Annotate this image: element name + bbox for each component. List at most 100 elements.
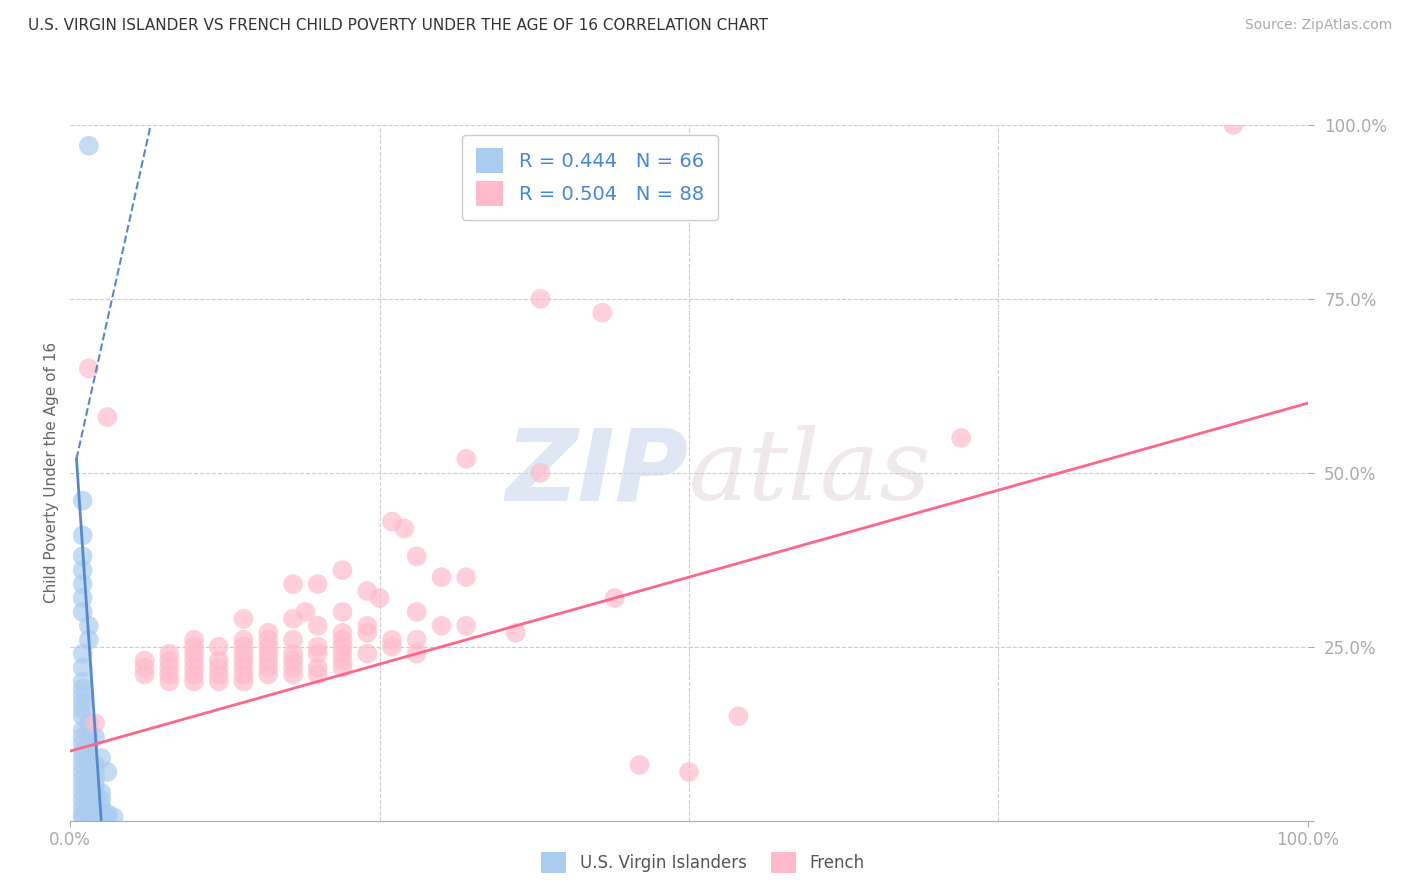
Point [257, 647, 280, 661]
Point [134, 660, 156, 674]
Point [332, 632, 354, 647]
Point [381, 515, 404, 529]
Point [257, 654, 280, 668]
Point [84, 786, 107, 800]
Text: atlas: atlas [689, 425, 932, 520]
Point [307, 577, 329, 591]
Point [307, 660, 329, 674]
Point [72, 779, 94, 793]
Point [72, 737, 94, 751]
Point [72, 605, 94, 619]
Point [134, 667, 156, 681]
Point [96, 764, 118, 779]
Point [77, 737, 100, 751]
Point [72, 689, 94, 703]
Point [90, 751, 112, 765]
Point [208, 660, 231, 674]
Point [294, 605, 316, 619]
Point [356, 625, 378, 640]
Point [77, 751, 100, 765]
Point [77, 361, 100, 376]
Point [72, 563, 94, 577]
Point [157, 674, 180, 689]
Point [72, 799, 94, 814]
Point [529, 292, 551, 306]
Point [307, 640, 329, 654]
Point [72, 810, 94, 824]
Point [356, 584, 378, 599]
Point [84, 716, 107, 731]
Point [208, 640, 231, 654]
Point [332, 625, 354, 640]
Y-axis label: Child Poverty Under the Age of 16: Child Poverty Under the Age of 16 [44, 343, 59, 603]
Point [281, 667, 304, 681]
Point [72, 730, 94, 744]
Text: Source: ZipAtlas.com: Source: ZipAtlas.com [1244, 18, 1392, 32]
Point [257, 632, 280, 647]
Point [72, 528, 94, 542]
Point [232, 667, 254, 681]
Point [281, 632, 304, 647]
Point [72, 764, 94, 779]
Point [84, 799, 107, 814]
Text: U.S. VIRGIN ISLANDER VS FRENCH CHILD POVERTY UNDER THE AGE OF 16 CORRELATION CHA: U.S. VIRGIN ISLANDER VS FRENCH CHILD POV… [28, 18, 768, 33]
Point [77, 806, 100, 821]
Point [257, 667, 280, 681]
Point [84, 810, 107, 824]
Point [77, 716, 100, 731]
Point [208, 674, 231, 689]
Point [157, 660, 180, 674]
Legend: U.S. Virgin Islanders, French: U.S. Virgin Islanders, French [534, 846, 872, 880]
Point [77, 772, 100, 786]
Text: ZIP: ZIP [506, 425, 689, 521]
Point [430, 619, 453, 633]
Point [456, 451, 478, 466]
Point [84, 764, 107, 779]
Point [72, 695, 94, 709]
Point [77, 810, 100, 824]
Point [77, 786, 100, 800]
Point [307, 619, 329, 633]
Point [157, 654, 180, 668]
Point [72, 723, 94, 738]
Point [72, 772, 94, 786]
Point [84, 806, 107, 821]
Point [84, 793, 107, 807]
Point [332, 660, 354, 674]
Point [77, 764, 100, 779]
Point [77, 138, 100, 153]
Point [332, 563, 354, 577]
Point [77, 632, 100, 647]
Point [232, 660, 254, 674]
Point [332, 654, 354, 668]
Point [72, 793, 94, 807]
Point [405, 632, 427, 647]
Point [232, 632, 254, 647]
Point [183, 654, 205, 668]
Point [77, 793, 100, 807]
Point [183, 674, 205, 689]
Point [381, 640, 404, 654]
Point [72, 591, 94, 605]
Point [96, 410, 118, 425]
Point [103, 810, 125, 824]
Point [505, 625, 527, 640]
Point [183, 647, 205, 661]
Point [72, 786, 94, 800]
Point [77, 779, 100, 793]
Point [77, 730, 100, 744]
Point [72, 549, 94, 564]
Point [84, 779, 107, 793]
Point [90, 806, 112, 821]
Point [281, 654, 304, 668]
Point [356, 647, 378, 661]
Point [727, 709, 749, 723]
Point [157, 667, 180, 681]
Point [281, 577, 304, 591]
Point [90, 793, 112, 807]
Point [72, 681, 94, 696]
Point [96, 806, 118, 821]
Legend: R = 0.444   N = 66, R = 0.504   N = 88: R = 0.444 N = 66, R = 0.504 N = 88 [463, 135, 717, 219]
Point [208, 654, 231, 668]
Point [332, 640, 354, 654]
